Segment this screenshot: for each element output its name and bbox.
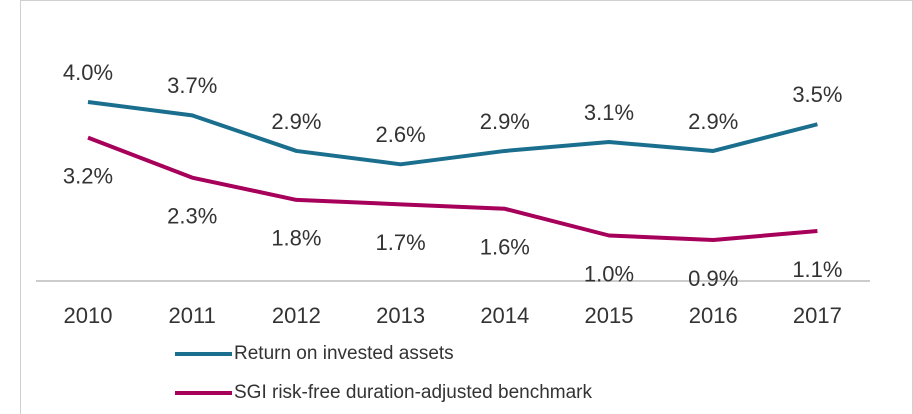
data-label: 2.6% (376, 122, 426, 147)
x-tick-label: 2015 (585, 303, 634, 328)
data-label: 3.5% (792, 82, 842, 107)
x-tick-label: 2017 (793, 303, 842, 328)
data-label: 2.3% (167, 203, 217, 228)
data-label: 1.1% (792, 257, 842, 282)
legend-label: SGI risk-free duration-adjusted benchmar… (234, 382, 592, 403)
data-label: 2.9% (688, 109, 738, 134)
x-tick-label: 2014 (480, 303, 529, 328)
data-label: 3.7% (167, 73, 217, 98)
x-tick-label: 2016 (689, 303, 738, 328)
data-label: 1.7% (376, 230, 426, 255)
x-tick-label: 2011 (169, 303, 216, 328)
data-label: 3.1% (584, 100, 634, 125)
data-label: 2.9% (480, 109, 530, 134)
data-label: 1.0% (584, 261, 634, 286)
x-tick-label: 2013 (376, 303, 425, 328)
data-label: 1.8% (271, 226, 321, 251)
data-label: 1.6% (480, 235, 530, 260)
x-tick-label: 2010 (64, 303, 113, 328)
x-tick-label: 2012 (272, 303, 321, 328)
legend-label: Return on invested assets (234, 343, 454, 364)
data-label: 0.9% (688, 266, 738, 291)
data-label: 4.0% (63, 60, 113, 85)
series-line (87, 100, 818, 167)
series-line (87, 135, 818, 242)
data-label: 3.2% (63, 163, 113, 188)
data-label: 2.9% (271, 109, 321, 134)
